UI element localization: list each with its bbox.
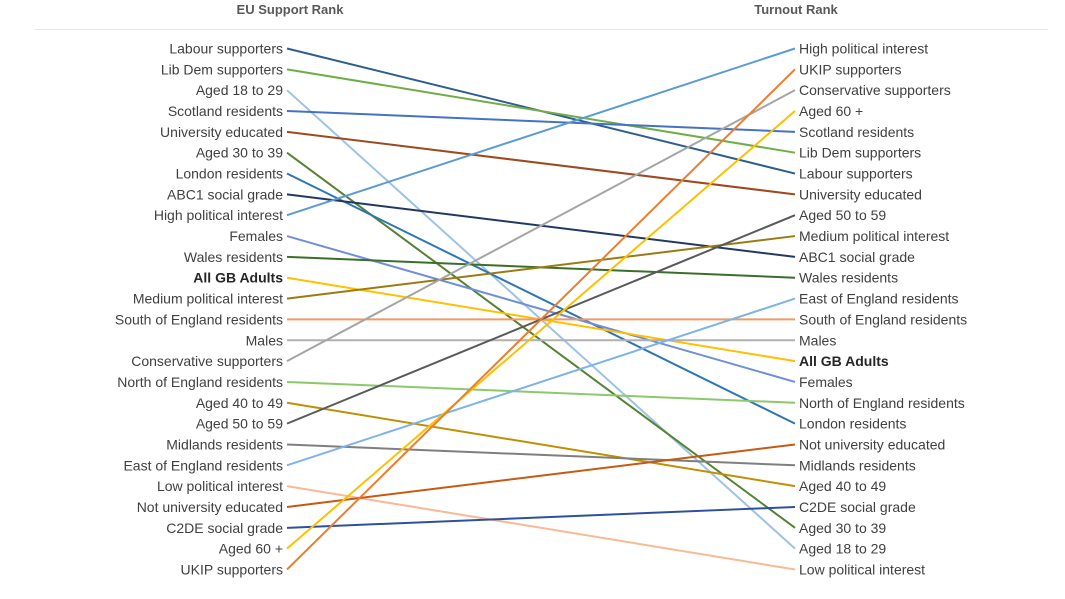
slope-line-aged-40-to-49 xyxy=(286,401,796,488)
slope-line-aged-60 xyxy=(286,110,796,550)
left-label-ukip-supporters: UKIP supporters xyxy=(181,562,283,578)
right-label-c2de-social-grade: C2DE social grade xyxy=(799,499,916,515)
slope-line-females xyxy=(286,235,796,383)
slope-line-east-of-england-residents xyxy=(286,297,796,467)
slope-line-north-of-england-residents xyxy=(286,380,796,404)
left-label-north-of-england-residents: North of England residents xyxy=(117,374,283,390)
right-label-medium-political-interest: Medium political interest xyxy=(799,228,949,244)
right-axis-title: Turnout Rank xyxy=(754,2,838,17)
right-label-scotland-residents: Scotland residents xyxy=(799,124,914,140)
slope-line-midlands-residents xyxy=(286,443,796,467)
slope-line-university-educated xyxy=(286,130,796,196)
left-label-abc1-social-grade: ABC1 social grade xyxy=(167,186,283,202)
slope-line-ukip-supporters xyxy=(286,68,796,571)
right-label-not-university-educated: Not university educated xyxy=(799,436,945,452)
left-axis-title: EU Support Rank xyxy=(236,2,344,17)
right-label-labour-supporters: Labour supporters xyxy=(799,166,913,182)
right-label-aged-40-to-49: Aged 40 to 49 xyxy=(799,478,886,494)
right-label-aged-18-to-29: Aged 18 to 29 xyxy=(799,541,886,557)
slope-line-c2de-social-grade xyxy=(286,505,796,529)
right-label-abc1-social-grade: ABC1 social grade xyxy=(799,249,915,265)
left-label-east-of-england-residents: East of England residents xyxy=(123,457,283,473)
right-label-east-of-england-residents: East of England residents xyxy=(799,291,959,307)
slope-line-medium-political-interest xyxy=(286,235,796,300)
left-label-high-political-interest: High political interest xyxy=(154,207,283,223)
slope-line-lib-dem-supporters xyxy=(286,68,796,154)
right-label-university-educated: University educated xyxy=(799,186,922,202)
left-label-lib-dem-supporters: Lib Dem supporters xyxy=(161,61,283,77)
right-label-north-of-england-residents: North of England residents xyxy=(799,395,965,411)
right-label-aged-30-to-39: Aged 30 to 39 xyxy=(799,520,886,536)
left-label-all-gb-adults: All GB Adults xyxy=(193,270,283,286)
left-label-medium-political-interest: Medium political interest xyxy=(133,291,283,307)
right-label-low-political-interest: Low political interest xyxy=(799,562,925,578)
left-label-aged-40-to-49: Aged 40 to 49 xyxy=(196,395,283,411)
left-label-wales-residents: Wales residents xyxy=(184,249,283,265)
left-label-scotland-residents: Scotland residents xyxy=(168,103,283,119)
right-label-all-gb-adults: All GB Adults xyxy=(799,353,889,369)
right-label-aged-60: Aged 60 + xyxy=(799,103,863,119)
left-label-aged-18-to-29: Aged 18 to 29 xyxy=(196,82,283,98)
right-label-wales-residents: Wales residents xyxy=(799,270,898,286)
left-label-c2de-social-grade: C2DE social grade xyxy=(166,520,283,536)
right-label-males: Males xyxy=(799,332,836,348)
slope-line-high-political-interest xyxy=(286,47,796,217)
left-label-aged-50-to-59: Aged 50 to 59 xyxy=(196,416,283,432)
left-label-conservative-supporters: Conservative supporters xyxy=(131,353,283,369)
left-label-university-educated: University educated xyxy=(160,124,283,140)
header-divider xyxy=(35,29,1048,30)
left-label-not-university-educated: Not university educated xyxy=(137,499,283,515)
right-label-females: Females xyxy=(799,374,853,390)
left-label-females: Females xyxy=(229,228,283,244)
right-label-midlands-residents: Midlands residents xyxy=(799,457,916,473)
slope-line-not-university-educated xyxy=(286,443,796,508)
left-label-midlands-residents: Midlands residents xyxy=(166,436,283,452)
right-label-london-residents: London residents xyxy=(799,416,906,432)
right-label-aged-50-to-59: Aged 50 to 59 xyxy=(799,207,886,223)
left-label-south-of-england-residents: South of England residents xyxy=(115,311,283,327)
left-label-labour-supporters: Labour supporters xyxy=(169,41,283,57)
left-label-males: Males xyxy=(246,332,283,348)
left-label-london-residents: London residents xyxy=(176,166,283,182)
slope-line-scotland-residents xyxy=(286,110,796,133)
right-label-high-political-interest: High political interest xyxy=(799,41,928,57)
right-label-ukip-supporters: UKIP supporters xyxy=(799,61,901,77)
right-label-conservative-supporters: Conservative supporters xyxy=(799,82,951,98)
left-label-aged-60: Aged 60 + xyxy=(219,541,283,557)
right-label-south-of-england-residents: South of England residents xyxy=(799,311,967,327)
slope-line-low-political-interest xyxy=(286,485,796,571)
right-label-lib-dem-supporters: Lib Dem supporters xyxy=(799,145,921,161)
left-label-aged-30-to-39: Aged 30 to 39 xyxy=(196,145,283,161)
left-label-low-political-interest: Low political interest xyxy=(157,478,283,494)
slope-line-conservative-supporters xyxy=(286,89,796,362)
slope-line-london-residents xyxy=(286,172,796,425)
